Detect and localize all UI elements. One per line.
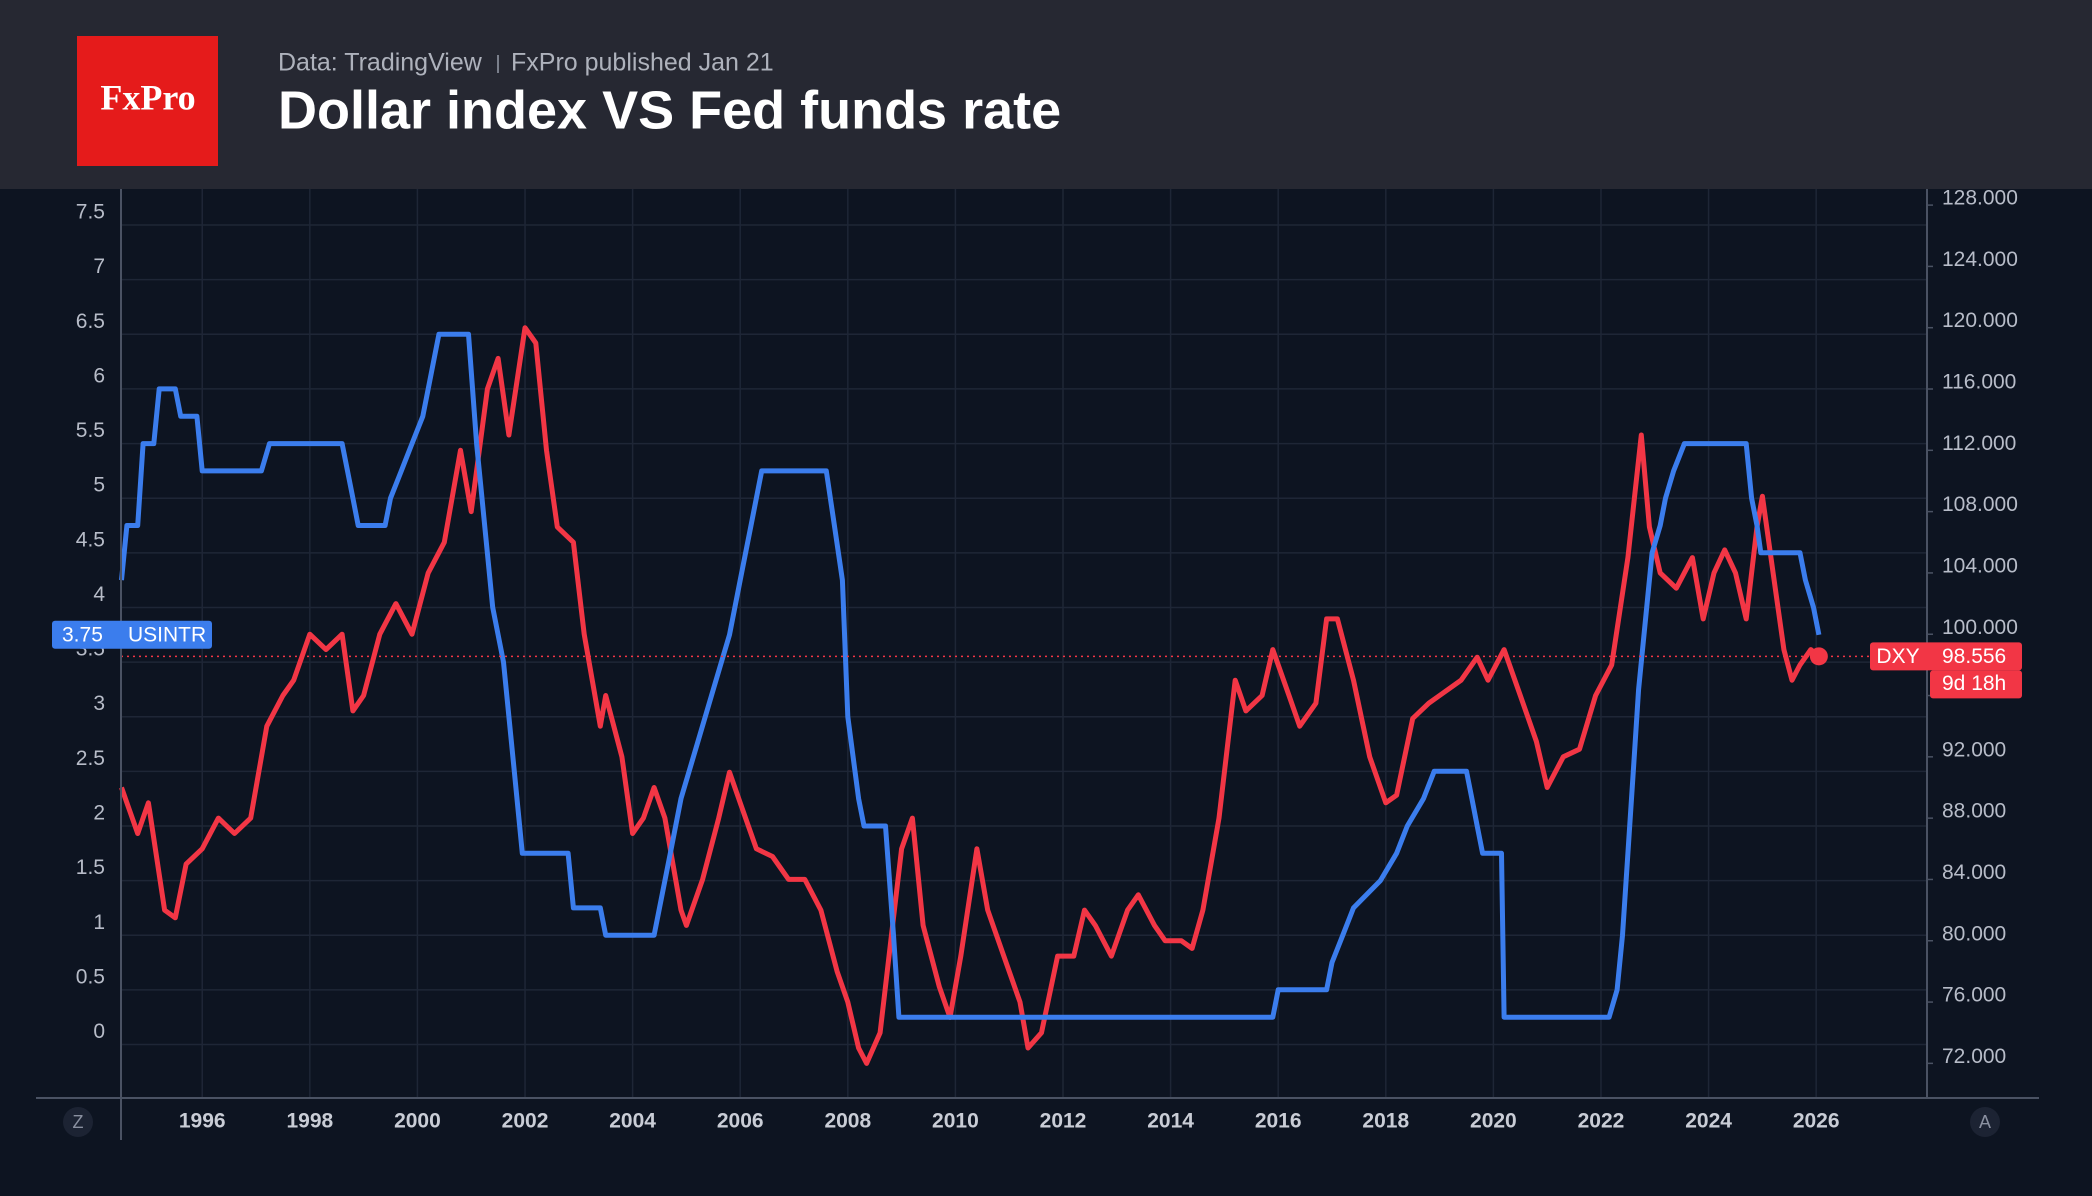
series-name: DXY (1876, 645, 1919, 668)
published: FxPro published Jan 21 (511, 49, 774, 77)
y-tick-label: 5 (93, 474, 105, 497)
y2-tick-label: 124.000 (1942, 248, 2018, 271)
x-tick-label: 2004 (609, 1110, 656, 1133)
y-tick-label: 0 (93, 1020, 105, 1043)
y2-tick-label: 88.000 (1942, 800, 2006, 823)
x-tick-label: 2010 (932, 1110, 979, 1133)
y2-tick-label: 112.000 (1942, 432, 2016, 455)
x-tick-label: 2012 (1040, 1110, 1087, 1133)
x-tick-label: 2002 (502, 1110, 549, 1133)
y2-tick-label: 108.000 (1942, 493, 2018, 516)
y2-tick-label: 92.000 (1942, 738, 2006, 761)
x-tick-label: 2020 (1470, 1110, 1517, 1133)
x-tick-label: 2024 (1685, 1110, 1732, 1133)
x-tick-label: 2008 (824, 1110, 871, 1133)
source: Data: TradingView (278, 49, 483, 77)
y-tick-label: 1 (93, 911, 105, 934)
y-tick-label: 0.5 (76, 965, 105, 988)
y2-tick-label: 72.000 (1942, 1045, 2006, 1068)
y2-tick-label: 100.000 (1942, 616, 2018, 639)
y2-tick-label: 120.000 (1942, 309, 2018, 332)
button[interactable] (1970, 1107, 2000, 1137)
last-point (1809, 647, 1828, 666)
y-tick-label: 1.5 (76, 856, 105, 879)
button-label[interactable]: Z (73, 1112, 84, 1132)
header (0, 0, 2092, 189)
x-tick-label: 1998 (286, 1110, 333, 1133)
chart-title: Dollar index VS Fed funds rate (278, 80, 1061, 140)
y2-tick-label: 128.000 (1942, 187, 2018, 210)
badge (1930, 670, 2022, 699)
button-label[interactable]: A (1979, 1112, 1991, 1132)
badge (52, 620, 212, 649)
y-tick-label: 7.5 (76, 201, 105, 224)
series-name: USINTR (128, 623, 206, 646)
y-tick-label: 2 (93, 802, 105, 825)
y-tick-label: 4 (93, 583, 105, 606)
x-tick-label: 2006 (717, 1110, 764, 1133)
badge (1870, 642, 2022, 671)
last-value: 98.556 (1942, 645, 2006, 668)
countdown: 9d 18h (1942, 672, 2006, 695)
logo-text: FxPro (100, 77, 195, 117)
y2-tick-label: 104.000 (1942, 554, 2018, 577)
y-tick-label: 6 (93, 364, 105, 387)
logo (77, 36, 218, 166)
y-tick-label: 6.5 (76, 310, 105, 333)
y2-tick-label: 80.000 (1942, 922, 2006, 945)
y-tick-label: 2.5 (76, 747, 105, 770)
plot (119, 325, 1927, 1066)
x-tick-label: 2018 (1362, 1110, 1409, 1133)
y-tick-label: 5.5 (76, 419, 105, 442)
y2-tick-label: 84.000 (1942, 861, 2006, 884)
x-tick-label: 2000 (394, 1110, 441, 1133)
x-tick-label: 2016 (1255, 1110, 1302, 1133)
y-tick-label: 4.5 (76, 528, 105, 551)
last-value: 3.75 (62, 623, 103, 646)
series-line (119, 331, 1822, 1020)
x-tick-label: 2022 (1578, 1110, 1625, 1133)
y2-tick-label: 76.000 (1942, 984, 2006, 1007)
x-tick-label: 2014 (1147, 1110, 1194, 1133)
series-line (119, 325, 1821, 1066)
axes: 00.511.522.533.544.555.566.577.572.00076… (36, 187, 2039, 1140)
x-tick-label: 2026 (1793, 1110, 1840, 1133)
y2-tick-label: 116.000 (1942, 371, 2016, 394)
y-tick-label: 7 (93, 255, 105, 278)
y-tick-label: 3 (93, 692, 105, 715)
x-tick-label: 1996 (179, 1110, 226, 1133)
button[interactable] (63, 1107, 93, 1137)
